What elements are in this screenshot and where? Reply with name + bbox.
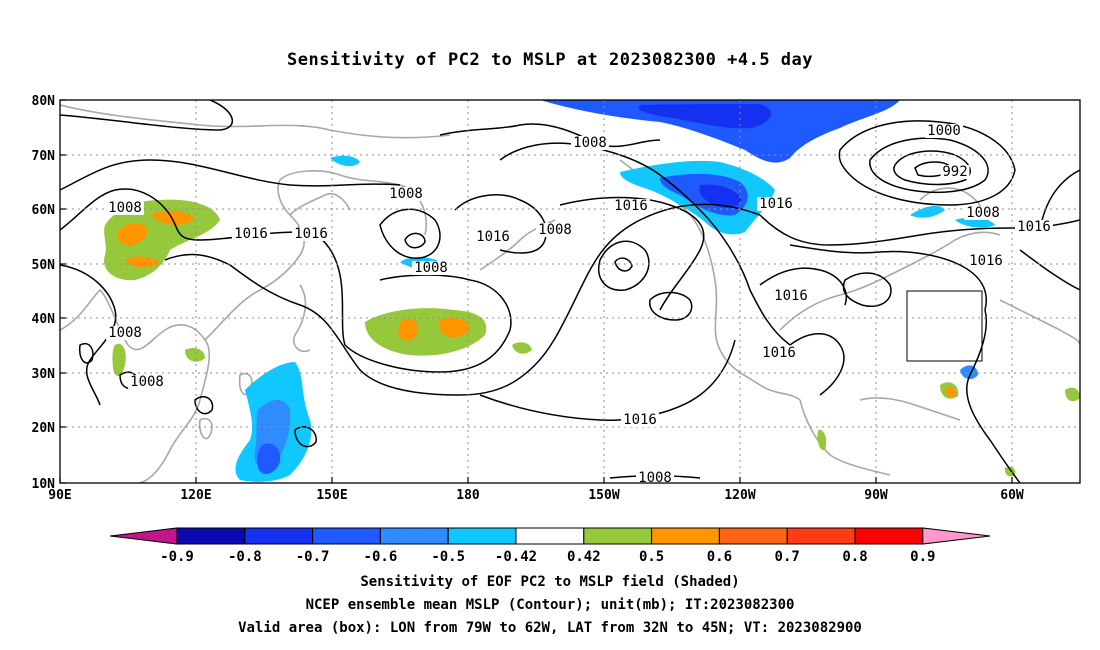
contour-label: 1016 [623,412,657,428]
contour-label-bg [106,326,144,340]
colorbar-label: 0.7 [775,549,800,565]
colorbar-swatch [312,527,381,545]
colorbar-label: 0.6 [707,549,732,565]
contour-label-bg [474,230,512,244]
contour-label: 1000 [927,123,961,139]
colorbar-label: 0.42 [567,549,601,565]
contour-label: 1008 [389,186,423,202]
contour-label-bg [757,197,795,211]
lon-label: 120E [180,488,211,503]
contour-label-bg [964,206,1002,220]
colorbar-label: 0.8 [842,549,867,565]
positive-shading [104,199,1080,477]
colorbar-swatch [718,527,788,545]
contour-label-bg [772,289,810,303]
contour-label-bg [128,375,166,389]
contour-label-bg [412,261,450,275]
longitude-axis: 90E 120E 150E 180 150W 120W 90W 60W [48,477,1024,503]
contour-label-bg [571,136,609,150]
contour-label: 1016 [476,229,510,245]
colorbar-swatch [786,527,856,545]
lon-label: 180 [456,488,480,503]
colorbar-label: -0.8 [228,549,262,565]
map-frame [59,99,1081,484]
colorbar [109,527,991,545]
contour-labels: 1008 1008 1016 1016 1008 1008 1016 1008 1016 1016… [106,123,1053,486]
colorbar-label: 0.5 [639,549,664,565]
contour-label: 1016 [1017,219,1051,235]
contour-label: 1008 [966,205,1000,221]
lat-label: 40N [32,312,56,327]
contour-label: 1016 [759,196,793,212]
lon-label: 150W [588,488,619,503]
contour-label-bg [760,346,798,360]
colorbar-swatch [583,527,653,545]
colorbar-labels: -0.9 -0.8 -0.7 -0.6 -0.5 -0.42 0.42 0.5 0.6 0.7 0.… [160,549,935,565]
contour-label-bg [292,227,330,241]
lat-label: 80N [32,94,56,109]
contour-label: 1008 [108,325,142,341]
contour-label: 1016 [234,226,268,242]
contour-label: 1016 [762,345,796,361]
contour-label: 1016 [969,253,1003,269]
lat-label: 30N [32,367,56,382]
contour-label-bg [387,187,425,201]
colorbar-label: -0.9 [160,549,194,565]
colorbar-swatch [447,527,517,545]
colorbar-swatch [379,527,449,545]
contour-label: 1016 [774,288,808,304]
contour-label-bg [621,413,659,427]
contour-label-bg [940,165,970,179]
valid-area-box [906,290,983,362]
mslp-contours [60,100,1080,483]
caption-shading: Sensitivity of EOF PC2 to MSLP field (Sh… [360,574,740,590]
lon-label: 90E [48,488,71,503]
colorbar-label: -0.5 [431,549,465,565]
colorbar-label: -0.6 [364,549,398,565]
colorbar-swatch [651,527,720,545]
map-title: Sensitivity of PC2 to MSLP at 2023082300… [286,50,813,70]
contour-label: 1008 [573,135,607,151]
contour-label-bg [636,471,674,485]
colorbar-swatch [176,527,246,545]
contour-label: 1008 [414,260,448,276]
lon-label: 60W [1000,488,1024,503]
colorbar-label: -0.7 [296,549,330,565]
caption-contour: NCEP ensemble mean MSLP (Contour); unit(… [305,597,795,613]
contour-label-bg [106,201,144,215]
lat-label: 50N [32,258,56,273]
caption-valid-area: Valid area (box): LON from 79W to 62W, L… [238,620,862,636]
colorbar-swatch-max [922,527,991,545]
lat-label: 20N [32,421,56,436]
colorbar-swatch-min [109,527,178,545]
lon-label: 90W [864,488,888,503]
lat-label: 10N [32,477,56,492]
contour-label-bg [1015,220,1053,234]
negative-shading [235,100,995,482]
contour-label: 1016 [294,226,328,242]
colorbar-label: -0.42 [495,549,537,565]
contour-label-bg [925,124,963,138]
graticule [60,100,1080,483]
contour-label: 1008 [130,374,164,390]
contour-label-bg [967,254,1005,268]
colorbar-swatch [854,527,924,545]
lon-label: 150E [316,488,347,503]
contour-label: 1008 [108,200,142,216]
contour-label: 992 [942,164,967,180]
colorbar-swatch [244,527,314,545]
contour-label-bg [536,223,574,237]
colorbar-swatch [515,527,585,545]
contour-label: 1016 [614,198,648,214]
contour-label: 1008 [538,222,572,238]
lat-label: 60N [32,203,56,218]
latitude-axis: 80N 70N 60N 50N 40N 30N 20N 10N [32,94,66,492]
contour-label-bg [612,199,650,213]
lon-label: 120W [724,488,755,503]
contour-label: 1008 [638,470,672,486]
colorbar-label: 0.9 [910,549,935,565]
lat-label: 70N [32,149,56,164]
contour-label-bg [232,227,270,241]
